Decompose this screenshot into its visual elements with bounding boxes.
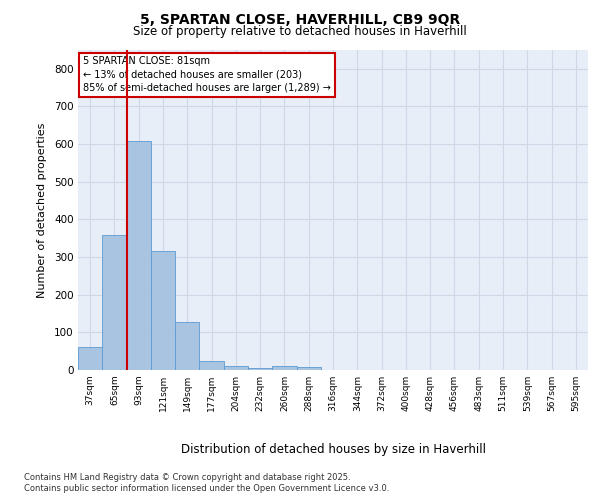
- Text: Contains public sector information licensed under the Open Government Licence v3: Contains public sector information licen…: [24, 484, 389, 493]
- Bar: [199, 360, 224, 370]
- Bar: [248, 368, 272, 370]
- Bar: [296, 367, 321, 370]
- Text: 5, SPARTAN CLOSE, HAVERHILL, CB9 9QR: 5, SPARTAN CLOSE, HAVERHILL, CB9 9QR: [140, 12, 460, 26]
- Y-axis label: Number of detached properties: Number of detached properties: [37, 122, 47, 298]
- Bar: [175, 322, 199, 370]
- Bar: [272, 366, 296, 370]
- Text: Distribution of detached houses by size in Haverhill: Distribution of detached houses by size …: [181, 442, 485, 456]
- Bar: [127, 141, 151, 370]
- Bar: [78, 346, 102, 370]
- Text: Contains HM Land Registry data © Crown copyright and database right 2025.: Contains HM Land Registry data © Crown c…: [24, 472, 350, 482]
- Bar: [151, 252, 175, 370]
- Text: Size of property relative to detached houses in Haverhill: Size of property relative to detached ho…: [133, 25, 467, 38]
- Text: 5 SPARTAN CLOSE: 81sqm
← 13% of detached houses are smaller (203)
85% of semi-de: 5 SPARTAN CLOSE: 81sqm ← 13% of detached…: [83, 56, 331, 93]
- Bar: [102, 235, 127, 370]
- Bar: [224, 366, 248, 370]
